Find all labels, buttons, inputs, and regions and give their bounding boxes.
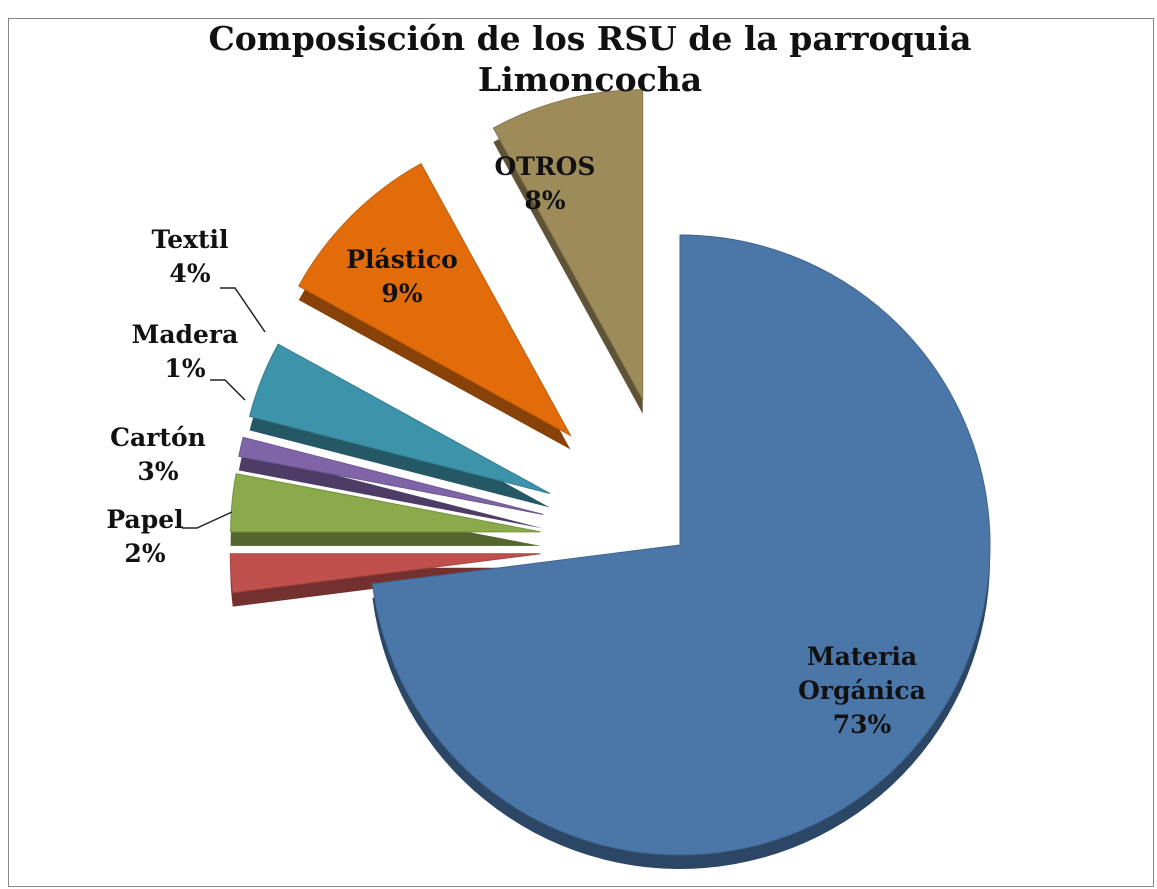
slice-label: OTROS [494,152,596,181]
slice-label: Textil [151,225,229,254]
leader-line [220,287,266,333]
slice-label: Materia Orgánica [798,642,926,705]
slice-value-label: 1% [164,354,206,383]
slice [492,89,644,400]
slice-label: Papel [106,505,184,534]
slice-value-label: 9% [381,279,423,308]
slice [371,234,991,856]
slice-label: Cartón [110,423,206,452]
slice-value-label: 2% [124,539,166,568]
slice-value-label: 3% [137,457,179,486]
slice [248,343,551,494]
slice [230,473,541,533]
slice [238,436,544,515]
slice-value-label: 73% [832,710,892,739]
slice-value-label: 8% [524,186,566,215]
leader-line [210,379,246,401]
leader-line [182,511,233,529]
chart-title: Composisción de los RSU de la parroquia … [208,19,972,99]
slice-label: Plástico [346,245,458,274]
slice [229,553,541,594]
slice [298,163,572,437]
chart-frame [8,18,1154,887]
slice-label: Madera [131,320,239,349]
slice-value-label: 4% [169,259,211,288]
